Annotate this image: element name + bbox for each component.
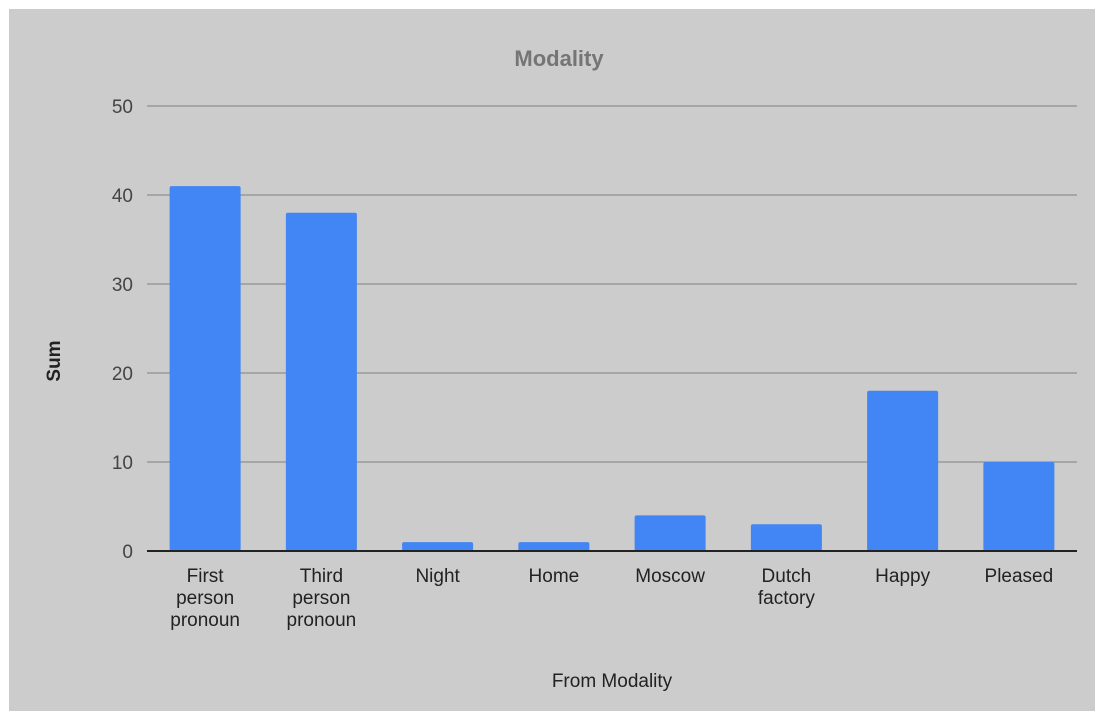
chart-title: Modality [514, 46, 604, 71]
y-tick-label: 10 [112, 453, 133, 474]
bar [983, 462, 1055, 551]
bars [169, 186, 1055, 552]
y-tick-label: 0 [122, 542, 133, 563]
bar [634, 515, 706, 551]
bar [750, 524, 822, 551]
x-category-label: Third person pronoun [287, 566, 357, 631]
x-category-label: Happy [875, 566, 930, 587]
x-category-label: Home [529, 566, 580, 587]
y-tick-label: 50 [112, 97, 133, 118]
x-category-label: Night [415, 566, 460, 587]
x-axis-title: From Modality [552, 671, 673, 692]
bar [518, 542, 590, 551]
x-category-label: Dutch factory [758, 566, 816, 609]
y-axis-title: Sum [44, 340, 65, 381]
bar [169, 186, 241, 551]
y-tick-label: 30 [112, 275, 133, 296]
x-category-label: Pleased [985, 566, 1054, 587]
bar [867, 390, 939, 551]
x-axis-categories: First person pronoun Third person pronoun Nigh… [170, 566, 1053, 631]
y-axis-ticks: 0 10 20 30 40 50 [112, 97, 133, 563]
x-category-label: First person pronoun [170, 566, 240, 631]
y-tick-label: 20 [112, 364, 133, 385]
x-category-label: Moscow [635, 566, 705, 587]
bar [285, 212, 357, 552]
y-tick-label: 40 [112, 186, 133, 207]
bar [402, 542, 474, 551]
